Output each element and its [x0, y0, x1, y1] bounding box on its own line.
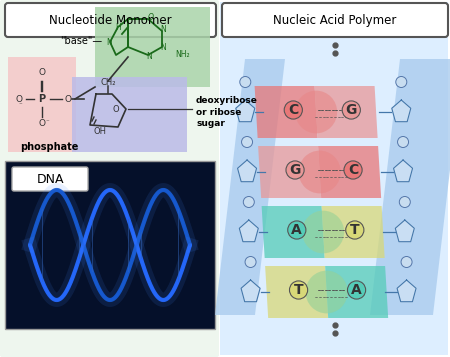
Text: T: T [350, 223, 360, 237]
Polygon shape [239, 220, 258, 242]
FancyBboxPatch shape [5, 3, 216, 37]
Polygon shape [261, 206, 324, 258]
Circle shape [240, 76, 251, 87]
Polygon shape [236, 100, 255, 122]
Ellipse shape [295, 91, 337, 133]
Text: CH₂: CH₂ [100, 77, 116, 86]
Bar [5, 161, 215, 329]
Circle shape [401, 256, 412, 267]
Text: O: O [39, 119, 45, 128]
Circle shape [245, 256, 256, 267]
Text: Nucleotide Monomer: Nucleotide Monomer [49, 14, 171, 26]
Polygon shape [325, 266, 388, 318]
Text: O: O [148, 12, 154, 21]
Polygon shape [265, 266, 328, 318]
Polygon shape [318, 146, 381, 198]
Text: H: H [115, 22, 121, 31]
Text: phosphate: phosphate [20, 142, 78, 152]
Text: ⁻: ⁻ [18, 102, 22, 108]
Text: "base"—: "base"— [60, 36, 102, 46]
Text: N: N [160, 42, 166, 51]
Ellipse shape [299, 151, 341, 193]
Polygon shape [238, 160, 256, 182]
Text: N: N [146, 51, 152, 60]
FancyBboxPatch shape [12, 167, 88, 191]
Bar [8, 57, 76, 152]
Polygon shape [392, 100, 411, 122]
Text: NH₂: NH₂ [175, 50, 189, 59]
Text: DNA: DNA [36, 172, 64, 186]
Text: O: O [64, 95, 71, 104]
FancyBboxPatch shape [0, 0, 219, 357]
Text: C: C [288, 103, 298, 117]
Bar [220, 2, 448, 355]
Text: G: G [289, 163, 301, 177]
Circle shape [399, 196, 410, 207]
Ellipse shape [295, 91, 337, 133]
Circle shape [396, 76, 407, 87]
Polygon shape [258, 146, 321, 198]
Polygon shape [370, 59, 450, 315]
Text: G: G [346, 103, 357, 117]
Text: T: T [294, 283, 303, 297]
Text: N: N [106, 37, 112, 46]
Text: N: N [160, 25, 166, 34]
Text: A: A [351, 283, 362, 297]
Ellipse shape [306, 271, 348, 313]
Text: P: P [38, 94, 45, 104]
Ellipse shape [299, 151, 341, 193]
Text: ⁻: ⁻ [46, 119, 50, 125]
Text: OH: OH [94, 126, 107, 136]
Polygon shape [241, 280, 260, 302]
Bar [72, 77, 187, 152]
Text: Nucleic Acid Polymer: Nucleic Acid Polymer [273, 14, 397, 26]
Text: A: A [292, 223, 302, 237]
Polygon shape [395, 220, 414, 242]
Text: O: O [39, 68, 45, 77]
Text: deoxyribose
or ribose
sugar: deoxyribose or ribose sugar [196, 96, 258, 128]
Ellipse shape [306, 271, 348, 313]
Polygon shape [215, 59, 285, 315]
Polygon shape [394, 160, 413, 182]
Polygon shape [315, 86, 378, 138]
Ellipse shape [302, 211, 344, 253]
Polygon shape [397, 280, 416, 302]
Polygon shape [322, 206, 385, 258]
Text: O: O [15, 95, 22, 104]
FancyBboxPatch shape [222, 3, 448, 37]
Circle shape [397, 136, 409, 147]
Text: C: C [348, 163, 358, 177]
Polygon shape [255, 86, 318, 138]
Text: O: O [112, 105, 119, 114]
Bar [95, 7, 210, 87]
Ellipse shape [302, 211, 344, 253]
Circle shape [243, 196, 254, 207]
Circle shape [242, 136, 252, 147]
